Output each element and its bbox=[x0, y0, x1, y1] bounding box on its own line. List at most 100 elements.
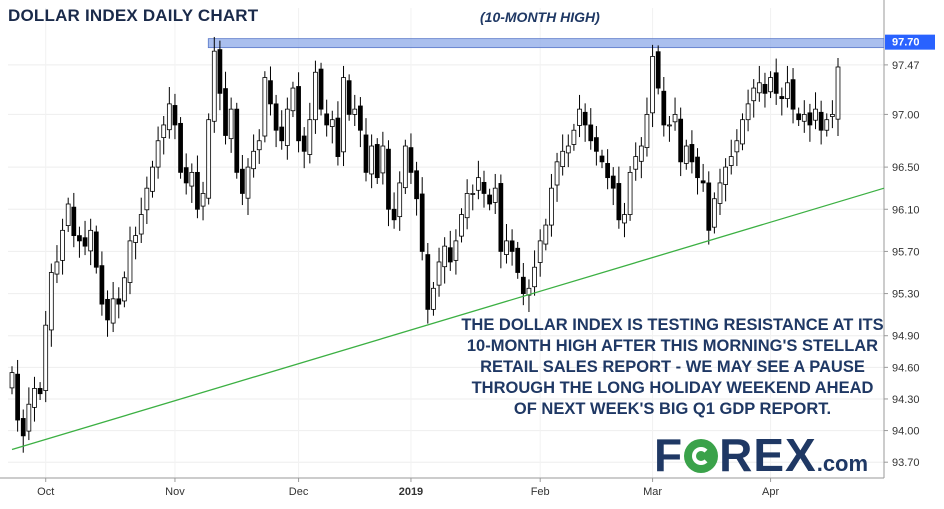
candle-129 bbox=[734, 129, 740, 167]
candle-1 bbox=[15, 359, 20, 432]
candle-125 bbox=[712, 192, 717, 234]
candle-45 bbox=[262, 71, 268, 143]
candle-37 bbox=[217, 40, 223, 111]
candle-body bbox=[105, 298, 110, 321]
candle-79 bbox=[453, 229, 459, 275]
candle-body bbox=[341, 77, 346, 153]
candle-131 bbox=[745, 89, 751, 132]
x-tick-label-2: Dec bbox=[289, 486, 309, 498]
candle-132 bbox=[751, 79, 757, 118]
candle-77 bbox=[442, 237, 448, 284]
candle-123 bbox=[700, 163, 706, 192]
candle-body bbox=[161, 124, 167, 139]
candle-73 bbox=[419, 177, 425, 261]
candle-body bbox=[183, 167, 189, 184]
candle-body bbox=[346, 80, 352, 115]
resistance-band bbox=[207, 38, 885, 49]
candle-3 bbox=[26, 387, 32, 441]
candle-body bbox=[301, 135, 307, 152]
candle-body bbox=[588, 124, 594, 142]
candle-47 bbox=[273, 94, 279, 148]
candle-body bbox=[290, 87, 296, 112]
candle-body bbox=[734, 140, 740, 153]
candle-109 bbox=[622, 202, 627, 238]
candle-body bbox=[37, 388, 43, 395]
candle-25 bbox=[150, 160, 155, 198]
candle-body bbox=[453, 240, 459, 261]
candle-body bbox=[594, 137, 599, 152]
candle-body bbox=[481, 181, 487, 194]
x-tick-label-3: 2019 bbox=[399, 486, 423, 498]
candle-body bbox=[560, 150, 566, 167]
candle-27 bbox=[161, 115, 167, 155]
candle-body bbox=[133, 235, 138, 243]
candle-body bbox=[166, 103, 172, 131]
candle-81 bbox=[464, 179, 470, 230]
candle-116 bbox=[661, 77, 667, 137]
candle-39 bbox=[228, 97, 234, 153]
candle-body bbox=[329, 119, 335, 127]
candle-90 bbox=[515, 241, 521, 279]
candle-114 bbox=[650, 44, 655, 128]
x-tick-label-6: Apr bbox=[762, 486, 779, 498]
y-tick-label-8: 94.30 bbox=[892, 394, 920, 406]
candle-body bbox=[234, 108, 240, 173]
candle-26 bbox=[155, 126, 161, 179]
candle-body bbox=[509, 240, 515, 252]
candle-51 bbox=[296, 72, 301, 153]
candle-36 bbox=[211, 36, 217, 133]
candle-body bbox=[740, 119, 745, 145]
candle-10 bbox=[65, 197, 71, 232]
y-tick-label-6: 94.90 bbox=[892, 331, 920, 343]
candle-69 bbox=[397, 171, 403, 231]
candle-body bbox=[459, 214, 464, 237]
candle-body bbox=[82, 237, 88, 247]
candle-body bbox=[189, 171, 195, 187]
candle-body bbox=[487, 194, 492, 205]
candle-body bbox=[195, 171, 200, 210]
candle-41 bbox=[240, 154, 245, 206]
candle-146 bbox=[830, 100, 835, 129]
candle-body bbox=[127, 240, 133, 283]
candle-38 bbox=[223, 71, 228, 145]
candle-body bbox=[296, 86, 301, 142]
candle-body bbox=[599, 155, 605, 163]
candle-105 bbox=[599, 149, 605, 169]
candle-35 bbox=[206, 113, 212, 205]
candle-72 bbox=[414, 161, 419, 216]
candle-body bbox=[554, 161, 560, 186]
candle-127 bbox=[723, 158, 728, 202]
candle-body bbox=[683, 145, 689, 164]
candle-body bbox=[520, 276, 526, 294]
candle-body bbox=[54, 261, 60, 275]
candle-24 bbox=[144, 176, 150, 225]
candle-4 bbox=[32, 376, 37, 422]
candle-body bbox=[307, 119, 313, 155]
candle-body bbox=[476, 177, 481, 191]
candle-body bbox=[20, 418, 26, 437]
x-tick-label-4: Feb bbox=[531, 486, 550, 498]
candle-body bbox=[638, 145, 644, 162]
candle-body bbox=[425, 254, 431, 310]
candle-62 bbox=[358, 97, 363, 148]
candle-body bbox=[751, 87, 757, 102]
candle-body bbox=[279, 126, 285, 142]
candle-body bbox=[745, 103, 751, 121]
candle-body bbox=[318, 68, 324, 110]
candle-100 bbox=[571, 123, 577, 151]
candle-body bbox=[728, 156, 734, 166]
candle-138 bbox=[785, 65, 790, 108]
candle-18 bbox=[110, 281, 116, 333]
candle-body bbox=[77, 235, 82, 242]
candle-body bbox=[26, 403, 32, 432]
candle-94 bbox=[537, 229, 543, 277]
candle-29 bbox=[172, 93, 178, 140]
candle-body bbox=[773, 72, 779, 94]
candle-body bbox=[245, 166, 251, 199]
candle-144 bbox=[818, 100, 824, 145]
candle-53 bbox=[307, 102, 313, 164]
candle-133 bbox=[756, 65, 762, 102]
candle-body bbox=[779, 96, 785, 100]
candle-104 bbox=[594, 126, 599, 166]
x-axis: Oct Nov Dec 2019 Feb Mar Apr bbox=[37, 478, 779, 498]
